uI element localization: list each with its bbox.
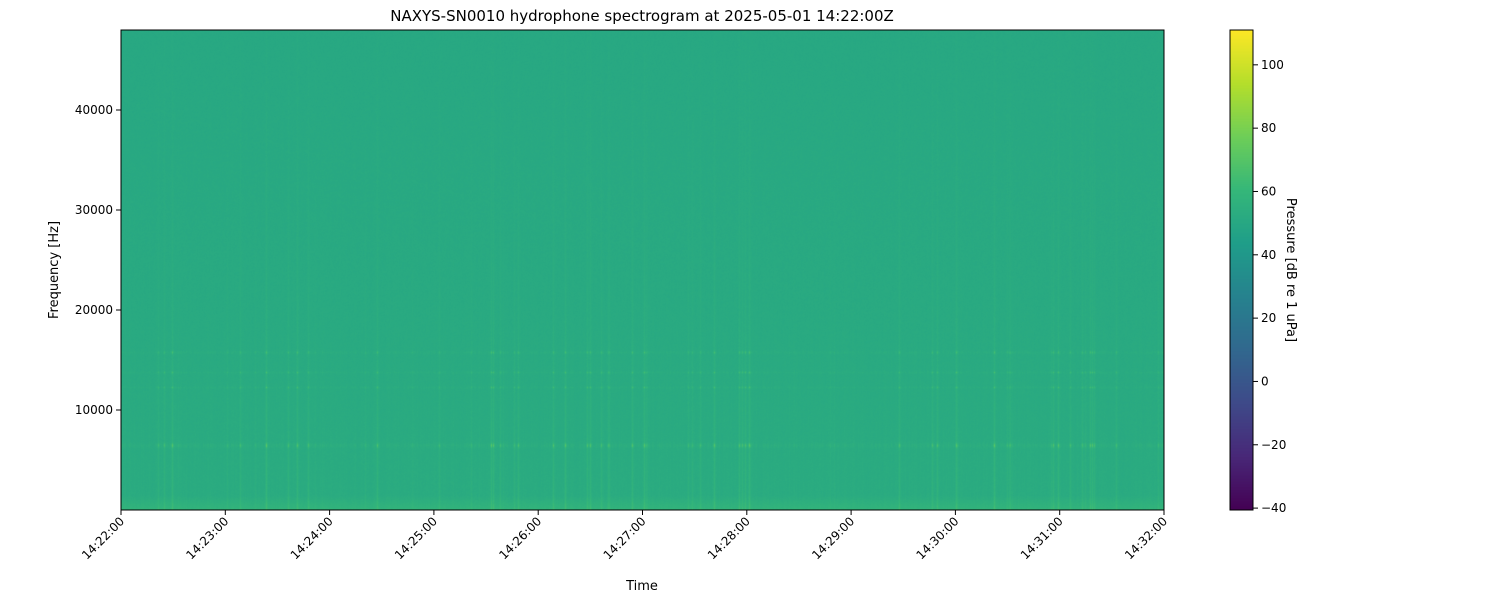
y-tick-label: 10000 (75, 403, 113, 417)
colorbar-tick-label: 60 (1261, 184, 1276, 198)
colorbar-gradient (1230, 30, 1253, 510)
spectrogram-heatmap (121, 30, 1164, 510)
colorbar-frame (1229, 29, 1254, 511)
colorbar-tick-label: −40 (1261, 501, 1286, 515)
y-tick-label: 20000 (75, 303, 113, 317)
y-tick-label: 40000 (75, 103, 113, 117)
plot-frame (120, 29, 1165, 511)
colorbar-tick-label: −20 (1261, 438, 1286, 452)
x-tick-label: 14:26:00 (496, 514, 544, 562)
x-tick-label: 14:25:00 (392, 514, 440, 562)
x-tick-label: 14:22:00 (79, 514, 127, 562)
colorbar-tick-label: 20 (1261, 311, 1276, 325)
colorbar-label: Pressure [dB re 1 uPa] (1283, 198, 1298, 342)
x-tick-label: 14:28:00 (705, 514, 753, 562)
colorbar-tick-label: 0 (1261, 374, 1269, 388)
x-tick-label: 14:29:00 (809, 514, 857, 562)
x-tick-label: 14:30:00 (914, 514, 962, 562)
x-tick-label: 14:27:00 (601, 514, 649, 562)
y-tick-label: 30000 (75, 203, 113, 217)
colorbar-tick-label: 40 (1261, 248, 1276, 262)
y-axis-label: Frequency [Hz] (47, 221, 62, 319)
x-tick-label: 14:32:00 (1122, 514, 1170, 562)
x-tick-label: 14:23:00 (183, 514, 231, 562)
colorbar-tick-label: 80 (1261, 121, 1276, 135)
x-tick-label: 14:31:00 (1018, 514, 1066, 562)
chart-title: NAXYS-SN0010 hydrophone spectrogram at 2… (390, 7, 894, 25)
x-tick-label: 14:24:00 (288, 514, 336, 562)
colorbar-tick-label: 100 (1261, 58, 1284, 72)
x-axis-label: Time (625, 579, 658, 594)
